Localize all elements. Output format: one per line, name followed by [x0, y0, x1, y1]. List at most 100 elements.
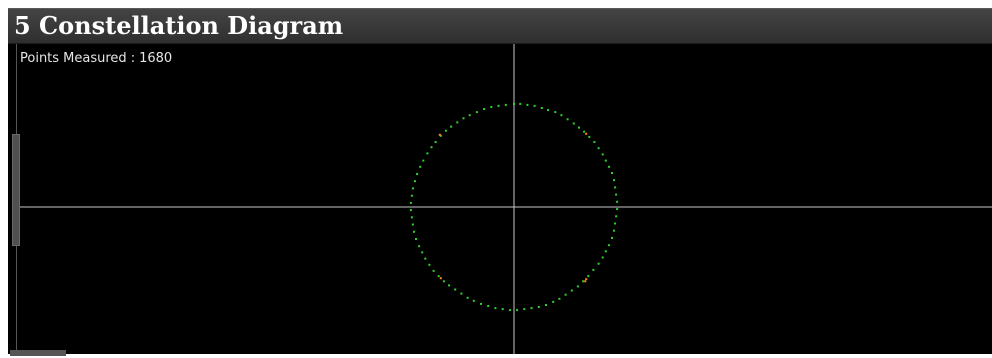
constellation-point [409, 201, 412, 204]
constellation-point [411, 223, 414, 226]
constellation-point [410, 216, 413, 219]
constellation-point [409, 209, 412, 212]
constellation-point [437, 275, 440, 278]
constellation-point [490, 106, 493, 108]
constellation-point-highlight [585, 278, 588, 281]
constellation-point [494, 307, 497, 310]
constellation-point [614, 186, 617, 189]
bottom-resize-handle[interactable] [10, 350, 66, 356]
points-measured-label: Points Measured [20, 51, 127, 66]
constellation-point [613, 229, 615, 232]
constellation-point [497, 104, 500, 107]
points-measured-value: 1680 [139, 51, 173, 66]
constellation-point [424, 257, 427, 260]
constellation-point [547, 109, 549, 112]
constellation-point [613, 179, 615, 182]
window-titlebar[interactable]: 5 Constellation Diagram [8, 8, 992, 44]
constellation-point [472, 299, 475, 302]
constellation-point [508, 309, 511, 312]
constellation-point [601, 153, 604, 156]
constellation-point [454, 288, 457, 291]
constellation-point [430, 146, 433, 149]
constellation-point [416, 173, 419, 175]
constellation-point [533, 104, 536, 107]
constellation-point [614, 222, 617, 225]
constellation-point [487, 305, 490, 307]
constellation-point [411, 187, 414, 190]
constellation-point [504, 103, 507, 106]
constellation-point [456, 121, 459, 124]
constellation-point [426, 152, 429, 155]
constellation-point [516, 309, 519, 312]
constellation-point [582, 280, 585, 283]
constellation-point [501, 308, 504, 311]
constellation-point [597, 262, 600, 265]
constellation-point [537, 306, 540, 308]
constellation-point [616, 208, 619, 211]
constellation-point [607, 165, 610, 168]
constellation-point [460, 292, 463, 295]
constellation-point-highlight [584, 280, 587, 283]
constellation-point [616, 200, 619, 203]
constellation-point [483, 108, 486, 110]
constellation-point [601, 256, 604, 259]
constellation-point [560, 114, 563, 117]
constellation-point [410, 194, 413, 197]
constellation-plot-area: Points Measured:1680 [16, 44, 992, 354]
constellation-point [558, 297, 561, 300]
constellation-point-highlight [585, 132, 588, 135]
constellation-point [475, 111, 478, 114]
constellation-points [409, 102, 619, 312]
constellation-point [593, 141, 596, 143]
constellation-point [413, 230, 415, 233]
constellation-point [415, 238, 417, 240]
constellation-point [444, 129, 447, 132]
constellation-point [611, 172, 613, 174]
constellation-point [466, 296, 469, 299]
constellation-point [615, 193, 618, 196]
constellation-window: 5 Constellation Diagram Points Measured:… [8, 8, 992, 354]
constellation-point [576, 285, 579, 288]
constellation-point [554, 111, 557, 114]
constellation-point [450, 125, 453, 128]
constellation-point [480, 302, 482, 305]
constellation-point [513, 102, 515, 105]
constellation-point [523, 308, 526, 311]
panel-resize-handle[interactable] [12, 134, 20, 246]
constellation-point [604, 250, 607, 253]
constellation-point [607, 244, 610, 247]
constellation-point [572, 122, 575, 125]
constellation-point [587, 275, 590, 278]
constellation-point [442, 280, 445, 283]
constellation-point-highlight [439, 277, 442, 280]
constellation-point [611, 236, 613, 239]
constellation-point [530, 307, 533, 310]
constellation-point [428, 263, 431, 266]
constellation-point [422, 159, 425, 162]
constellation-point [462, 117, 465, 120]
points-measured-separator: : [130, 51, 136, 66]
constellation-point [519, 102, 522, 105]
constellation-point [578, 126, 580, 129]
constellation-point [592, 268, 595, 271]
constellation-chart [17, 44, 992, 354]
constellation-point [597, 147, 600, 150]
constellation-point [432, 269, 435, 272]
constellation-point [468, 114, 471, 117]
constellation-point [604, 159, 607, 162]
constellation-point [583, 130, 586, 133]
constellation-point [419, 165, 422, 168]
constellation-point [552, 300, 555, 303]
constellation-point [526, 103, 529, 106]
constellation-point [570, 289, 573, 292]
constellation-point [540, 107, 543, 109]
constellation-point-highlight [438, 133, 441, 136]
constellation-point [448, 284, 450, 287]
constellation-point [615, 215, 618, 218]
constellation-point [421, 251, 424, 254]
constellation-point [414, 180, 416, 183]
constellation-point [588, 135, 591, 138]
points-measured-readout: Points Measured:1680 [20, 51, 172, 66]
constellation-point [418, 245, 421, 248]
constellation-point [545, 304, 547, 306]
